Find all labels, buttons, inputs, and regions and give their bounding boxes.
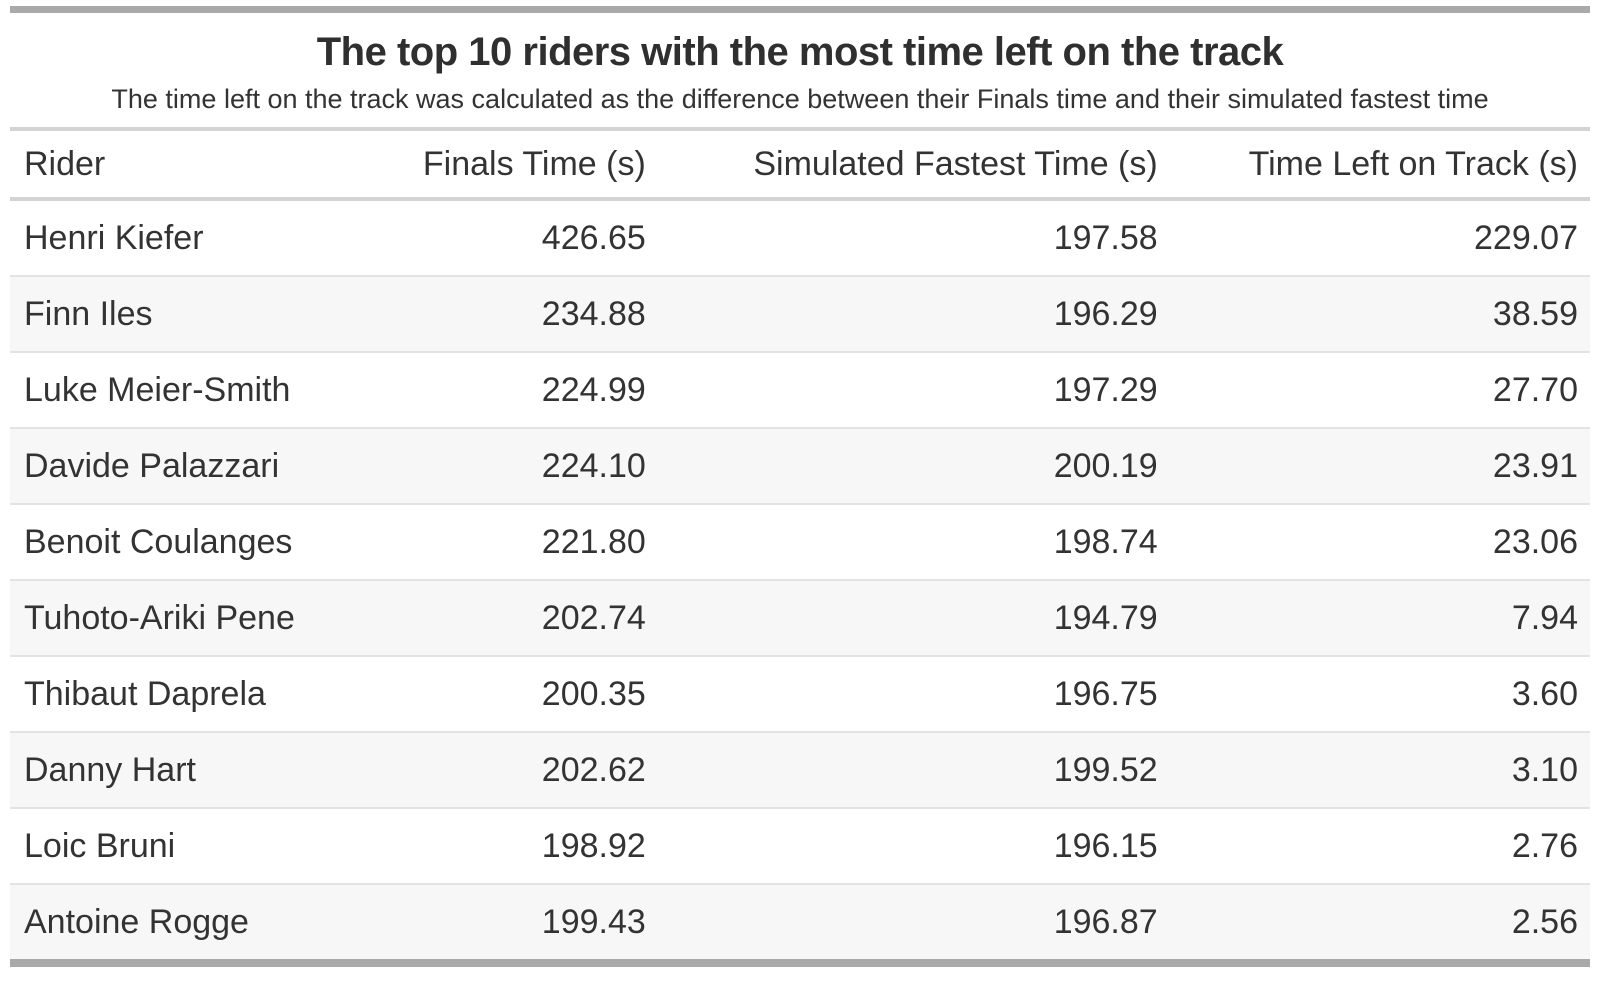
rider-name-cell: Finn Iles xyxy=(10,275,342,352)
finals-time-cell: 199.43 xyxy=(341,883,658,959)
table-row: Danny Hart 202.62 199.52 3.10 xyxy=(10,731,1590,808)
finals-time-cell: 198.92 xyxy=(341,807,658,884)
simulated-fastest-time-cell: 194.79 xyxy=(657,579,1170,656)
simulated-fastest-time-cell: 198.74 xyxy=(657,503,1170,580)
riders-table: The top 10 riders with the most time lef… xyxy=(10,6,1590,967)
time-left-cell: 2.56 xyxy=(1169,883,1590,959)
rider-name-cell: Tuhoto-Ariki Pene xyxy=(10,579,342,656)
table-row: Finn Iles 234.88 196.29 38.59 xyxy=(10,275,1590,352)
table-row: Loic Bruni 198.92 196.15 2.76 xyxy=(10,807,1590,884)
table-body: Henri Kiefer 426.65 197.58 229.07 Finn I… xyxy=(10,199,1590,959)
time-left-cell: 229.07 xyxy=(1474,219,1578,257)
column-header-finals-time: Finals Time (s) xyxy=(341,131,658,201)
simulated-fastest-time-cell: 196.75 xyxy=(657,655,1170,732)
time-left-cell: 23.06 xyxy=(1169,503,1590,580)
column-header-rider: Rider xyxy=(10,131,342,201)
column-header-time-left-on-track: Time Left on Track (s) xyxy=(1169,131,1590,201)
table-row: Davide Palazzari 224.10 200.19 23.91 xyxy=(10,427,1590,504)
finals-time-cell: 224.10 xyxy=(341,427,658,504)
rider-name-cell: Antoine Rogge xyxy=(10,883,342,959)
simulated-fastest-time-cell: 197.29 xyxy=(657,351,1170,428)
table-subtitle: The time left on the track was calculate… xyxy=(111,84,1489,114)
table-row: Luke Meier-Smith 224.99 197.29 27.70 xyxy=(10,351,1590,428)
finals-time-cell: 234.88 xyxy=(341,275,658,352)
time-left-cell: 3.60 xyxy=(1169,655,1590,732)
table-title: The top 10 riders with the most time lef… xyxy=(316,30,1284,74)
rider-name-cell: Danny Hart xyxy=(10,731,342,808)
simulated-fastest-time-cell: 200.19 xyxy=(657,427,1170,504)
table-row: Henri Kiefer 426.65 197.58 229.07 xyxy=(10,199,1590,276)
finals-time-cell: 202.74 xyxy=(341,579,658,656)
time-left-cell: 27.70 xyxy=(1169,351,1590,428)
simulated-fastest-time-cell: 197.58 xyxy=(1053,219,1158,257)
table-row: Tuhoto-Ariki Pene 202.74 194.79 7.94 xyxy=(10,579,1590,656)
finals-time-cell: 426.65 xyxy=(541,219,646,257)
time-left-cell: 23.91 xyxy=(1169,427,1590,504)
time-left-cell: 38.59 xyxy=(1169,275,1590,352)
rider-name-cell: Thibaut Daprela xyxy=(10,655,342,732)
time-left-cell: 3.10 xyxy=(1169,731,1590,808)
column-header-simulated-fastest-time: Simulated Fastest Time (s) xyxy=(657,131,1170,201)
simulated-fastest-time-cell: 199.52 xyxy=(657,731,1170,808)
time-left-cell: 2.76 xyxy=(1169,807,1590,884)
finals-time-cell: 224.99 xyxy=(341,351,658,428)
finals-time-cell: 202.62 xyxy=(341,731,658,808)
simulated-fastest-time-cell: 196.15 xyxy=(657,807,1170,884)
simulated-fastest-time-cell: 196.87 xyxy=(657,883,1170,959)
rider-name-cell: Luke Meier-Smith xyxy=(10,351,342,428)
rider-name-cell: Loic Bruni xyxy=(10,807,342,884)
table-row: Thibaut Daprela 200.35 196.75 3.60 xyxy=(10,655,1590,732)
finals-time-cell: 200.35 xyxy=(341,655,658,732)
data-table: Rider Finals Time (s) Simulated Fastest … xyxy=(10,131,1590,959)
table-row: Antoine Rogge 199.43 196.87 2.56 xyxy=(10,883,1590,959)
rider-name-cell: Davide Palazzari xyxy=(10,427,342,504)
table-heading: The top 10 riders with the most time lef… xyxy=(10,13,1590,131)
table-row: Benoit Coulanges 221.80 198.74 23.06 xyxy=(10,503,1590,580)
rider-name-cell: Benoit Coulanges xyxy=(10,503,342,580)
rider-name-cell: Henri Kiefer xyxy=(24,219,204,257)
simulated-fastest-time-cell: 196.29 xyxy=(657,275,1170,352)
time-left-cell: 7.94 xyxy=(1169,579,1590,656)
header-row: Rider Finals Time (s) Simulated Fastest … xyxy=(10,131,1590,201)
finals-time-cell: 221.80 xyxy=(341,503,658,580)
